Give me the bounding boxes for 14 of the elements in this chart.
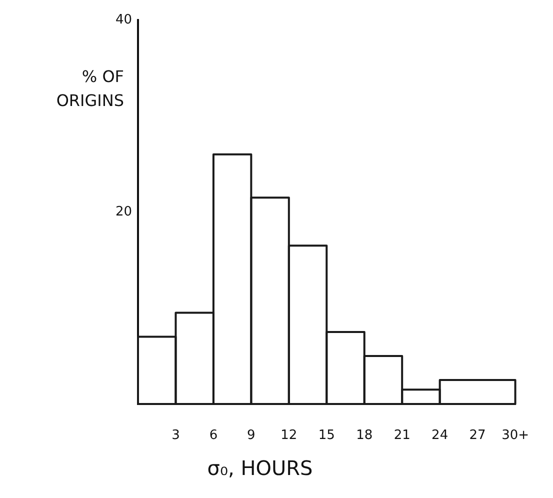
x-tick-label: 6 xyxy=(209,428,218,444)
y-axis-title: % OF ORIGINS xyxy=(56,67,124,110)
x-tick-label: 21 xyxy=(394,428,410,444)
x-tick-label: 15 xyxy=(318,428,335,444)
x-tick-label: 18 xyxy=(356,428,373,444)
x-tick-label: 30+ xyxy=(502,428,529,444)
y-tick-label: 40 xyxy=(115,12,132,28)
x-tick-label: 12 xyxy=(280,428,298,444)
x-tick-label: 24 xyxy=(432,428,448,444)
x-tick-label: 9 xyxy=(247,428,256,444)
x-tick-label: 27 xyxy=(469,428,486,444)
x-axis-title: σ₀, HOURS xyxy=(207,456,313,480)
y-tick-label: 20 xyxy=(115,204,132,220)
x-tick-label: 3 xyxy=(172,428,180,444)
